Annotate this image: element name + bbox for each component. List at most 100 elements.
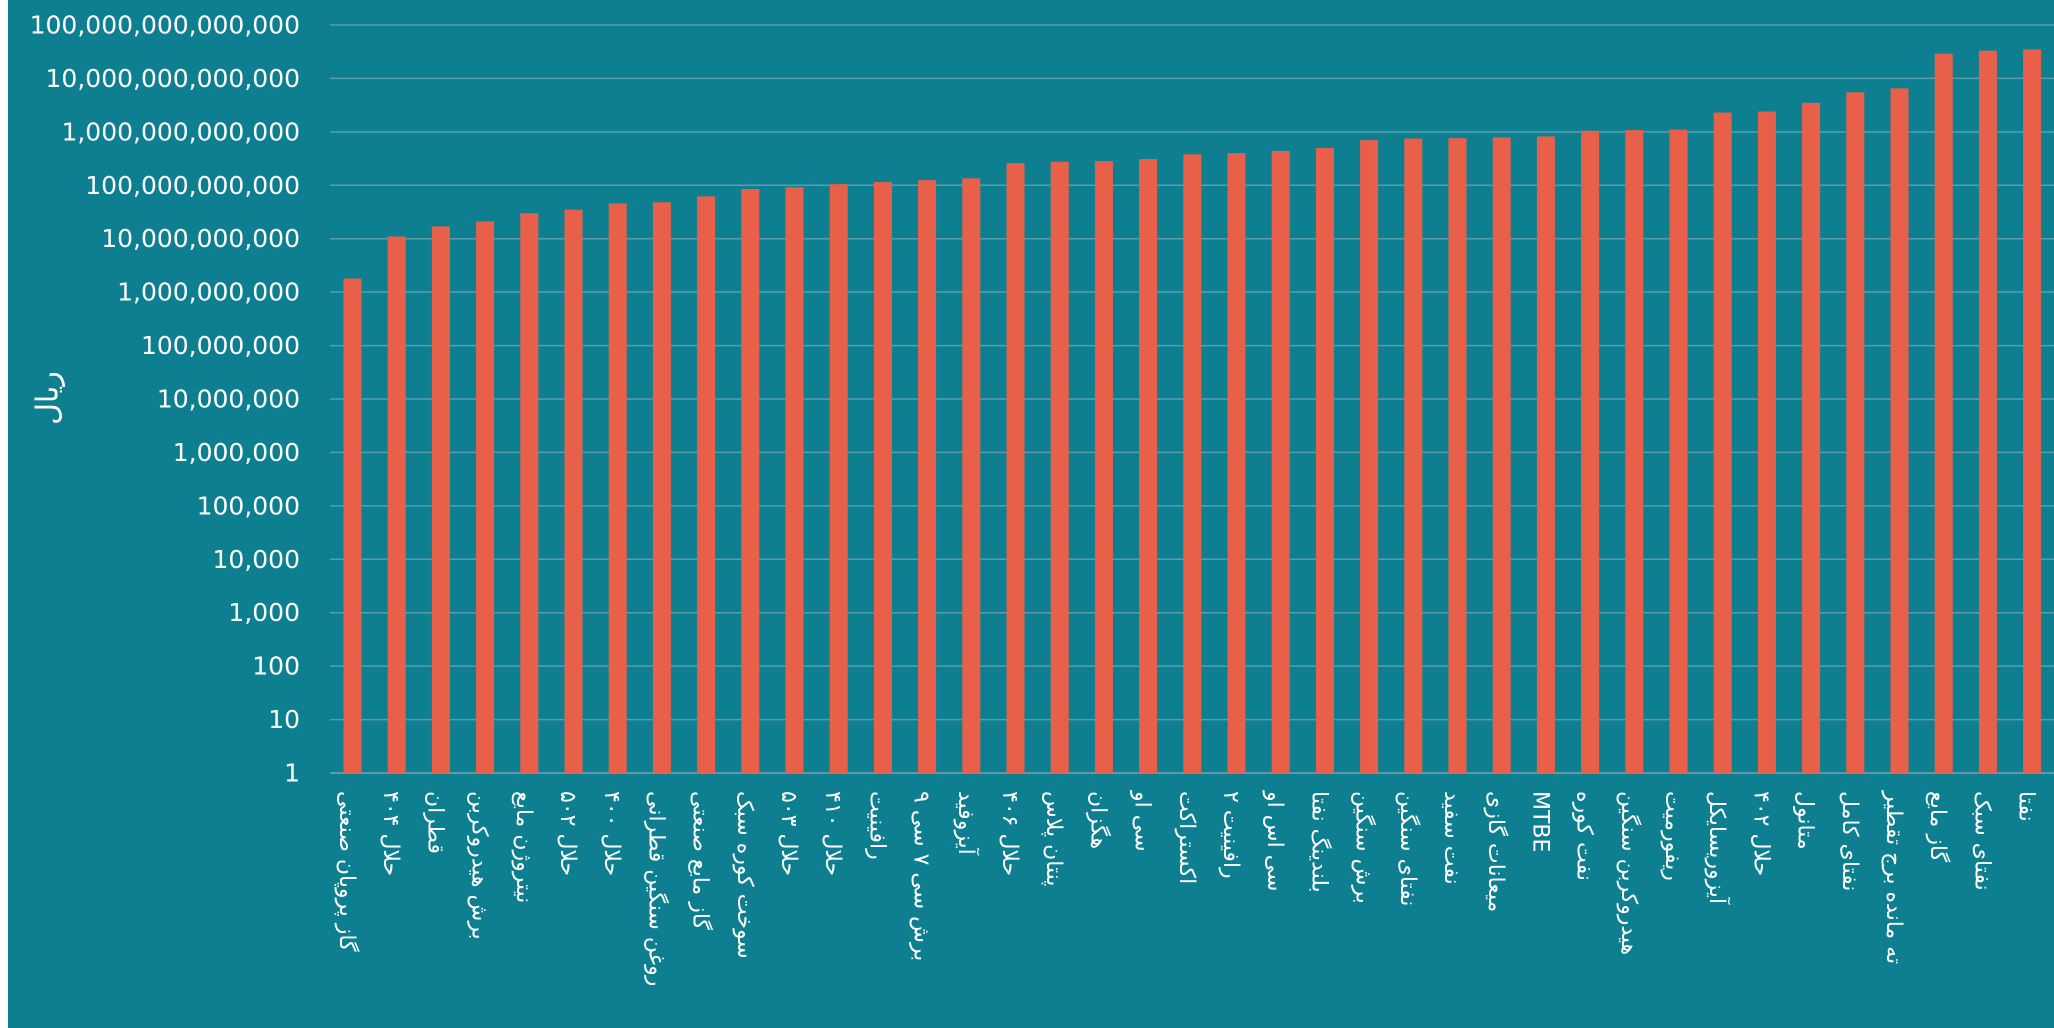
x-tick-label: آیزوفید [953,791,980,856]
bar [652,202,671,774]
y-tick-label: 1 [284,759,300,788]
y-tick-label: 1,000,000,000,000 [61,117,300,146]
bar-chart: 1 10 100 1,000 10,000 100,000 1,000,000 10,000,… [8,0,2054,1028]
y-tick-label: 10,000,000 [157,385,300,414]
x-tick-label: میعانات گازی [1483,791,1509,912]
x-tick-label: نفت کوره [1572,791,1597,881]
bar [343,278,362,773]
y-tick-label: 100 [252,652,300,681]
x-tick-label: متانول [1793,791,1818,850]
bar [829,184,848,774]
bar [1669,129,1688,774]
bar [1139,159,1158,773]
x-tick-label: پنتان پلاس [1041,791,1066,886]
x-tick-label: حلال ۵۰۲ [555,791,580,876]
x-tick-label: ته مانده برج تقطیر [1881,790,1906,964]
y-tick-label: 1,000,000,000 [117,278,300,307]
x-tick-label: حلال ۴۱۰ [820,791,845,876]
x-tick-label: حلال ۴۰۲ [1748,791,1773,876]
bar [1713,112,1732,774]
bar [873,182,892,773]
bar [1536,136,1555,774]
bar [1802,102,1821,774]
y-tick-label: 100,000 [197,491,300,520]
bar [2023,49,2042,773]
x-axis-labels: گاز پروپان صنعتی حلال ۴۰۴ قطران برش هیدروکر… [334,790,2039,986]
x-tick-label: برش سنگین [1351,791,1377,904]
x-tick-label: حلال ۴۰۰ [599,791,624,876]
bars [343,49,2042,774]
x-tick-label: نیتروژن مایع [511,791,536,903]
y-tick-label: 10,000,000,000,000 [46,64,300,93]
bar [741,189,760,773]
bar [1360,140,1379,774]
x-tick-label: نفتای سنگین [1395,791,1421,906]
bar [1846,92,1865,774]
bar [1581,130,1600,773]
bar [1094,160,1113,773]
bar [1006,163,1025,774]
x-tick-label: اکستراکت [1174,791,1199,884]
x-tick-label: حلال ۵۰۳ [776,791,801,876]
y-tick-label: 10 [268,705,300,734]
y-tick-label: 100,000,000 [141,331,300,360]
x-tick-label: رافینیت ۲ [1218,791,1243,879]
x-tick-label: MTBE [1527,791,1552,852]
x-tick-label: سی اس او [1262,790,1287,891]
x-tick-label: برش هیدروکربن [467,791,492,940]
y-tick-label: 100,000,000,000 [85,171,300,200]
bar [1271,150,1290,773]
bar [387,236,406,773]
x-tick-label: رافینیت [864,791,889,860]
bar [962,178,981,774]
x-tick-label: برش سی ۷ سی ۹ [909,791,934,961]
x-tick-label: نفت سفید [1439,791,1464,885]
y-axis-label: ریال [31,371,66,425]
bar [785,187,804,774]
bar [1183,154,1202,773]
bar [1757,111,1776,774]
x-tick-label: سوخت کوره سبک [732,791,757,959]
x-tick-label: حلال ۴۰۶ [997,791,1022,876]
bar [520,213,539,773]
x-tick-label: نفتای سبک [1969,791,1994,891]
y-tick-label: 10,000 [213,545,300,574]
bar [918,180,937,773]
x-tick-label: آیزوریسایکل [1704,791,1731,905]
x-tick-label: گاز پروپان صنعتی [334,791,360,952]
bar [1934,53,1953,773]
x-tick-label: هیدروکربن سنگین [1616,791,1642,955]
x-tick-label: گاز مایع [1925,791,1951,863]
x-tick-label: گاز مایع صنعتی [688,791,714,931]
bar [564,209,583,773]
bar [1492,137,1511,773]
bar [1227,153,1246,773]
bar [608,203,627,773]
x-tick-label: بلندینگ نفتا [1306,791,1332,893]
bar [1050,161,1069,773]
bar [476,221,495,774]
y-tick-label: 1,000 [228,598,300,627]
bar [1625,130,1644,774]
y-tick-label: 10,000,000,000 [101,224,300,253]
x-tick-label: نفتا [2014,791,2039,822]
y-axis-ticks: 1 10 100 1,000 10,000 100,000 1,000,000 10,000,… [30,11,300,788]
x-tick-label: سی او [1130,790,1155,852]
bar [1890,88,1909,774]
x-tick-label: قطران [422,791,447,854]
y-tick-label: 1,000,000 [173,438,300,467]
chart-background [8,0,2054,1028]
x-tick-label: هگزان [1085,791,1111,849]
bar [1448,138,1467,773]
x-tick-label: نفتای کامل [1837,791,1862,891]
bar [431,226,450,773]
bar [1404,138,1423,773]
chart-area: 1 10 100 1,000 10,000 100,000 1,000,000 10,000,… [8,0,2054,1028]
bar [697,196,716,773]
bar [1978,50,1997,774]
x-tick-label: حلال ۴۰۴ [378,791,403,876]
bar [1315,147,1334,774]
y-tick-label: 100,000,000,000,000 [30,11,300,40]
x-tick-label: ریفورمیت [1660,791,1685,881]
x-tick-label: روغن سنگین قطرانی [643,791,669,986]
